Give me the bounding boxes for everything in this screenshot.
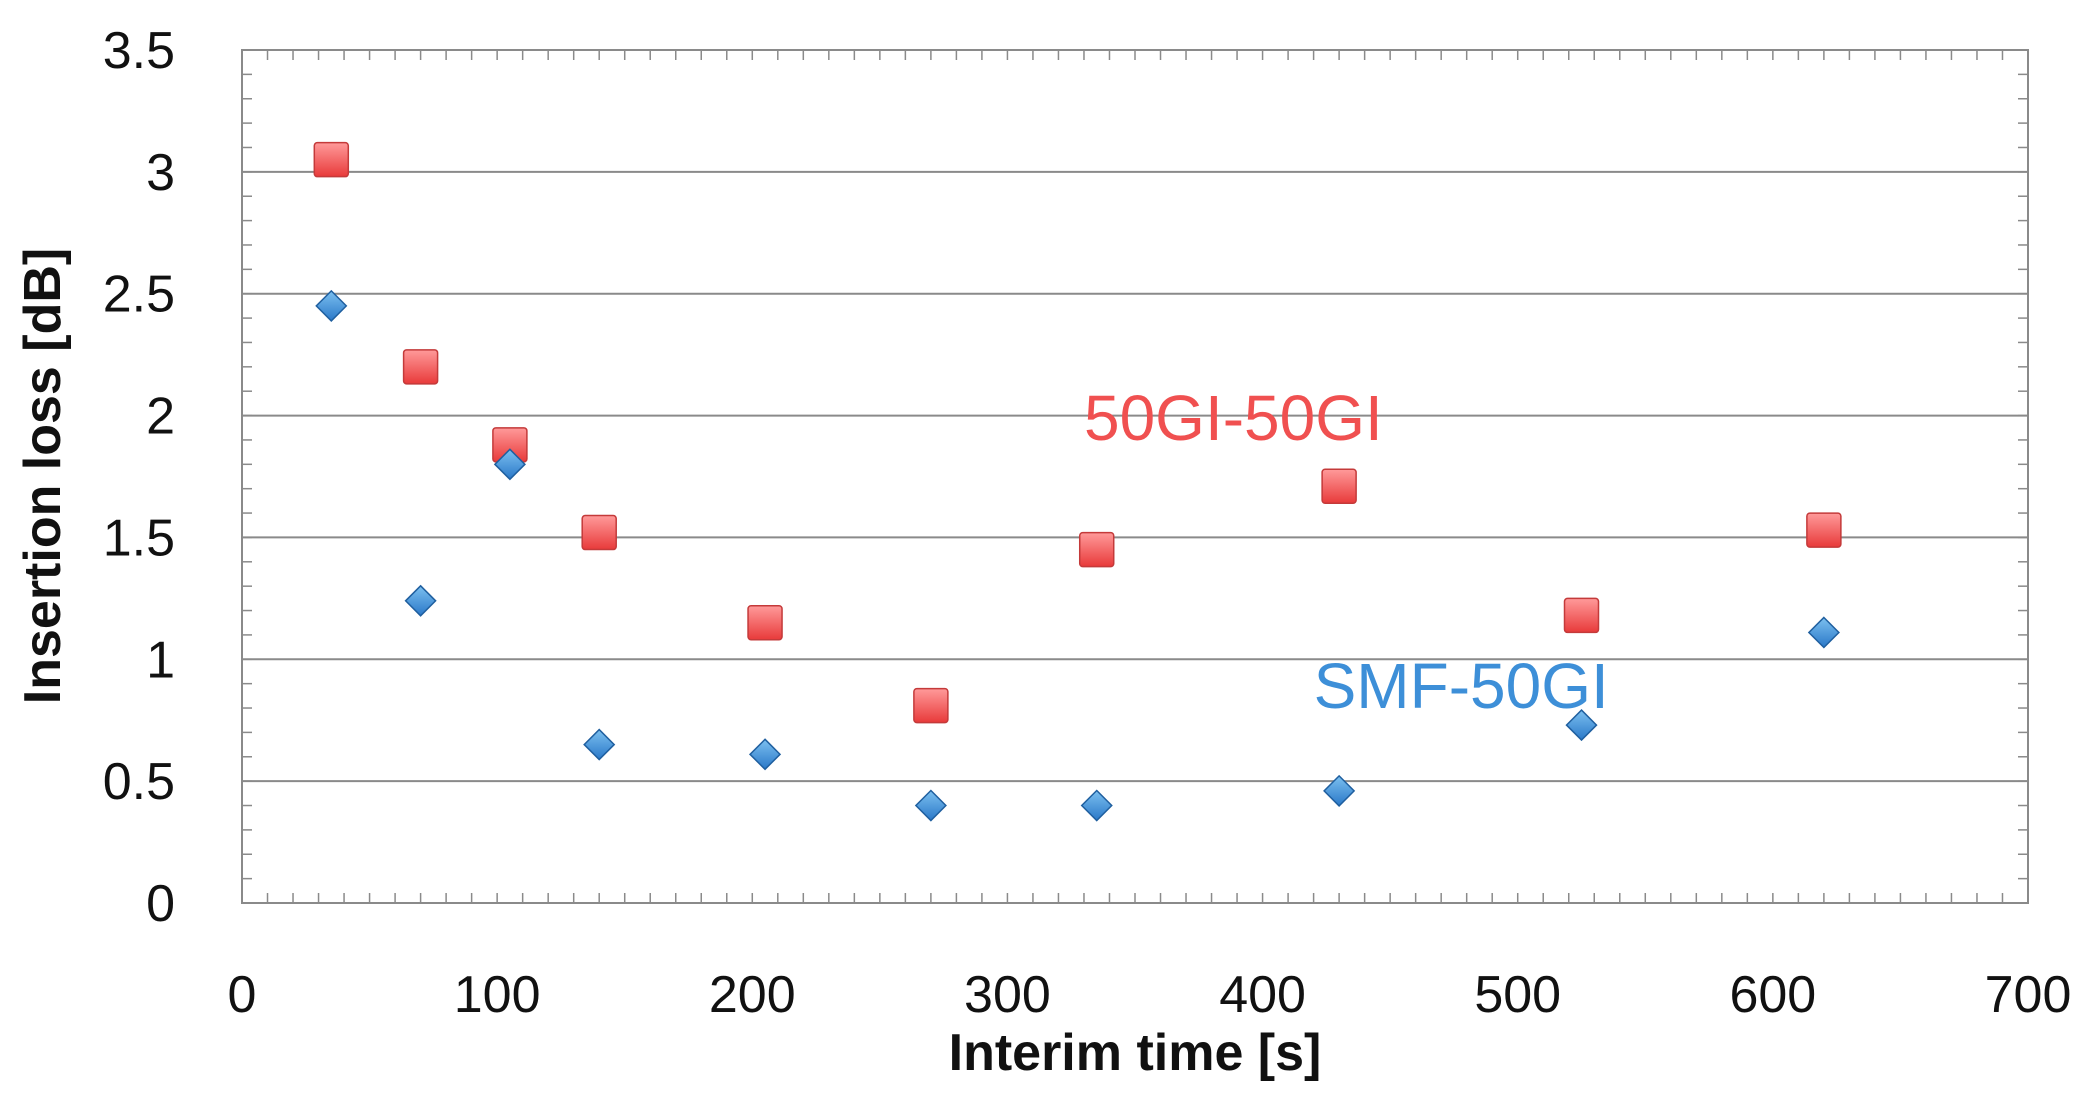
point-50gi-50gi: [402, 349, 439, 385]
y-tick-label: 0: [146, 875, 175, 933]
point-50gi-50gi: [1563, 597, 1600, 634]
series-label: 50GI-50GI: [1084, 382, 1383, 454]
y-tick-label: 2.5: [103, 266, 175, 324]
y-tick-label: 3: [146, 144, 175, 202]
point-50gi-50gi: [1321, 468, 1357, 504]
point-50gi-50gi: [1806, 512, 1842, 548]
x-tick-label: 300: [964, 966, 1051, 1024]
point-smf-50gi: [315, 289, 348, 322]
point-50gi-50gi: [1078, 531, 1115, 568]
point-smf-50gi: [404, 584, 437, 617]
gridlines: [242, 170, 2028, 783]
y-tick-label: 0.5: [103, 753, 175, 811]
point-smf-50gi: [914, 789, 947, 822]
y-tick-label: 3.5: [103, 22, 175, 80]
minor-ticks: [241, 49, 2029, 904]
point-smf-50gi: [1080, 789, 1113, 822]
x-tick-labels: 0 100 200 300 400 500 600 700: [228, 966, 2072, 1024]
point-smf-50gi: [1323, 774, 1356, 807]
point-smf-50gi: [1807, 616, 1840, 649]
point-smf-50gi: [493, 448, 526, 481]
data-points: [313, 141, 1842, 822]
x-tick-label: 600: [1729, 966, 1816, 1024]
x-tick-label: 0: [228, 966, 257, 1024]
point-smf-50gi: [1565, 709, 1598, 742]
x-tick-label: 500: [1474, 966, 1561, 1024]
plot-area: [241, 49, 2029, 904]
point-50gi-50gi: [913, 687, 949, 724]
y-tick-label: 1: [146, 631, 175, 689]
point-50gi-50gi: [581, 514, 617, 551]
point-smf-50gi: [748, 738, 782, 771]
point-50gi-50gi: [747, 604, 783, 641]
x-tick-label: 100: [454, 966, 541, 1024]
point-smf-50gi: [583, 728, 616, 761]
y-tick-labels: 0 0.5 1 1.5 2 2.5 3 3.5: [103, 22, 175, 933]
x-tick-label: 200: [709, 966, 796, 1024]
series-label: SMF-50GI: [1314, 650, 1609, 722]
x-tick-label: 400: [1219, 966, 1306, 1024]
x-tick-label: 700: [1985, 966, 2072, 1024]
y-tick-label: 1.5: [103, 509, 175, 567]
point-50gi-50gi: [313, 141, 350, 178]
y-tick-label: 2: [146, 388, 175, 446]
y-axis-title: Insertion loss [dB]: [14, 248, 72, 704]
x-axis-title: Interim time [s]: [949, 1024, 1322, 1082]
series-annotations: 50GI-50GI SMF-50GI: [1084, 382, 1609, 722]
